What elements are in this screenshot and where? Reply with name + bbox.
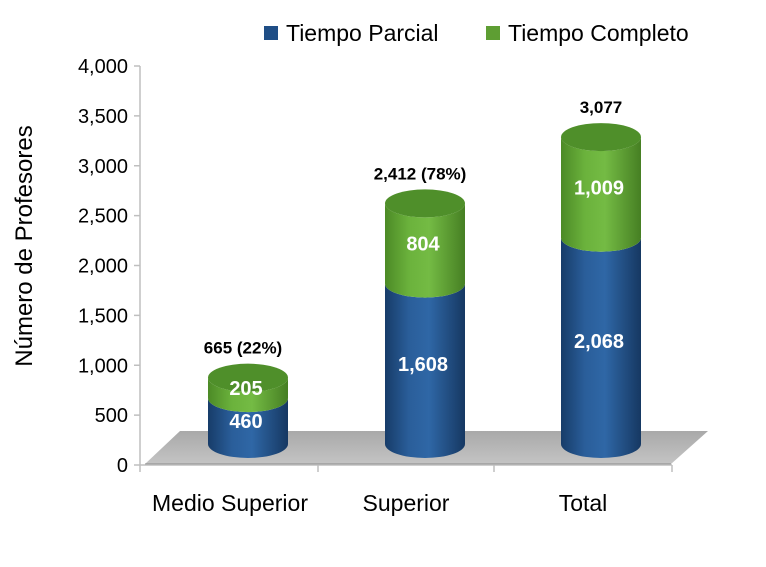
total-label: 2,412 (78%): [374, 164, 467, 183]
bar-tiempo-completo: [561, 137, 641, 252]
data-label: 804: [406, 234, 440, 256]
y-tick-label: 2,000: [78, 256, 128, 278]
bar-tiempo-parcial: [561, 237, 641, 458]
data-label: 2,068: [574, 331, 624, 353]
legend-swatch: [264, 26, 278, 40]
legend-swatch: [486, 26, 500, 40]
y-tick-label: 4,000: [78, 56, 128, 78]
cylinder-top-cap: [385, 189, 465, 218]
bar-tiempo-parcial: [385, 283, 465, 458]
y-tick-label: 3,000: [78, 156, 128, 178]
y-tick-label: 1,000: [78, 355, 128, 377]
cylinder-top-cap: [208, 363, 288, 392]
y-tick-label: 2,500: [78, 206, 128, 228]
total-label: 665 (22%): [204, 339, 282, 358]
data-label: 205: [229, 378, 262, 400]
y-tick-label: 3,500: [78, 106, 128, 128]
legend-label: Tiempo Parcial: [286, 20, 439, 46]
total-label: 3,077: [580, 98, 623, 117]
y-axis-title: Número de Profesores: [11, 125, 38, 366]
bar-tiempo-completo: [208, 377, 288, 413]
x-category-label: Medio Superior: [152, 490, 308, 516]
bar-tiempo-parcial: [208, 398, 288, 458]
data-label: 1,009: [574, 177, 624, 199]
y-tick-label: 0: [117, 455, 128, 477]
y-tick-label: 500: [95, 405, 128, 427]
legend-label: Tiempo Completo: [508, 20, 689, 46]
y-tick-label: 1,500: [78, 305, 128, 327]
data-label: 1,608: [398, 354, 448, 376]
data-label: 460: [229, 411, 262, 433]
x-category-label: Total: [559, 490, 608, 516]
x-category-label: Superior: [363, 490, 450, 516]
bar-tiempo-completo: [385, 203, 465, 298]
cylinder-top-cap: [561, 123, 641, 152]
